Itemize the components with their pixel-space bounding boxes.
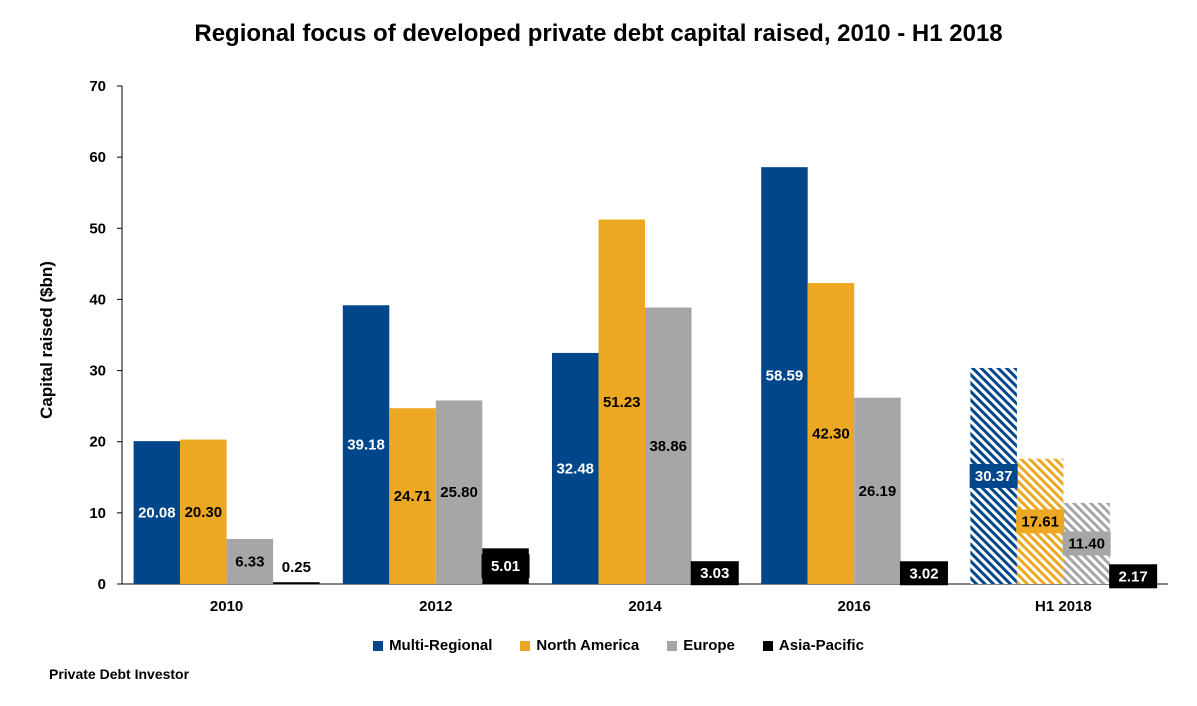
legend-swatch (520, 640, 531, 651)
data-label: 3.02 (909, 565, 938, 582)
bar-asia-pacific-2010 (273, 582, 320, 584)
data-label: 3.03 (700, 565, 729, 582)
data-label: 39.18 (347, 437, 385, 454)
x-tick-label: 2014 (628, 598, 662, 615)
data-label: 32.48 (556, 460, 594, 477)
y-axis-label: Capital raised ($bn) (37, 261, 56, 419)
y-tick-label: 70 (89, 78, 106, 95)
legend-label: Europe (683, 637, 735, 654)
data-label-box (1062, 531, 1111, 556)
bar-europe-2014 (645, 307, 692, 584)
y-tick-label: 40 (89, 291, 106, 308)
y-tick-label: 10 (89, 505, 106, 522)
x-tick-label: 2012 (419, 598, 452, 615)
legend-swatch (373, 640, 384, 651)
bar-north-america-2014 (598, 219, 645, 584)
data-label: 26.19 (859, 483, 897, 500)
legend: Multi-Regional North America Europe Asia-Pa… (0, 637, 1197, 654)
data-label: 20.08 (138, 505, 176, 522)
bar-multi-regional-2016 (761, 167, 808, 584)
bar-north-america-2016 (807, 283, 855, 584)
chart-title: Regional focus of developed private debt… (194, 20, 1003, 47)
data-label: 2.17 (1119, 568, 1148, 585)
bar-north-america-2012 (389, 408, 436, 584)
data-label: 51.23 (603, 394, 641, 411)
bar-multi-regional-2010 (133, 441, 181, 584)
data-label: 5.01 (491, 558, 520, 575)
data-label: 42.30 (812, 426, 850, 443)
data-label-box (1109, 564, 1158, 589)
legend-item-asia-pacific: Asia-Pacific (762, 637, 864, 654)
bar-multi-regional-2012 (342, 305, 390, 584)
legend-item-north-america: North America (520, 637, 639, 654)
data-label: 11.40 (1068, 535, 1105, 552)
bar-europe-2016 (854, 397, 901, 584)
data-label: 58.59 (766, 368, 804, 385)
data-label: 25.80 (440, 484, 478, 501)
data-label-box (690, 561, 739, 586)
data-label: 6.33 (235, 553, 264, 570)
y-tick-label: 60 (89, 149, 106, 166)
data-label: 17.61 (1021, 513, 1059, 530)
y-tick-label: 20 (89, 434, 106, 451)
legend-label: North America (536, 637, 640, 654)
source-label: Private Debt Investor (49, 666, 190, 682)
y-tick-label: 0 (98, 576, 106, 593)
data-label: 30.37 (975, 468, 1013, 485)
bar-europe-2012 (435, 400, 483, 584)
x-tick-label: 2016 (838, 598, 871, 615)
legend-label: Asia-Pacific (778, 637, 864, 654)
legend-swatch (667, 640, 678, 651)
bar-north-america-2010 (180, 439, 227, 584)
legend-item-europe: Europe (667, 637, 735, 654)
data-label-box (481, 554, 530, 579)
data-label: 20.30 (185, 504, 223, 521)
x-tick-label: 2010 (210, 598, 243, 615)
data-label-box (969, 463, 1018, 488)
y-tick-label: 30 (89, 363, 106, 380)
legend-label: Multi-Regional (389, 637, 493, 654)
y-tick-label: 50 (89, 220, 106, 237)
legend-swatch (762, 640, 773, 651)
data-label: 0.25 (282, 559, 311, 576)
data-labels: 2010 20.08 20.30 6.33 0.25 2012 39.18 24.71 25.8… (138, 368, 1158, 615)
x-tick-label: H1 2018 (1035, 598, 1092, 615)
data-label-box (899, 561, 948, 586)
data-label: 24.71 (394, 488, 432, 505)
bar-multi-regional-2014 (552, 352, 599, 584)
bars (133, 167, 1157, 584)
data-label: 38.86 (649, 438, 687, 455)
legend-item-multi-regional: Multi-Regional (373, 637, 492, 654)
data-label-box (1016, 509, 1065, 534)
bar-europe-2010 (226, 538, 274, 584)
